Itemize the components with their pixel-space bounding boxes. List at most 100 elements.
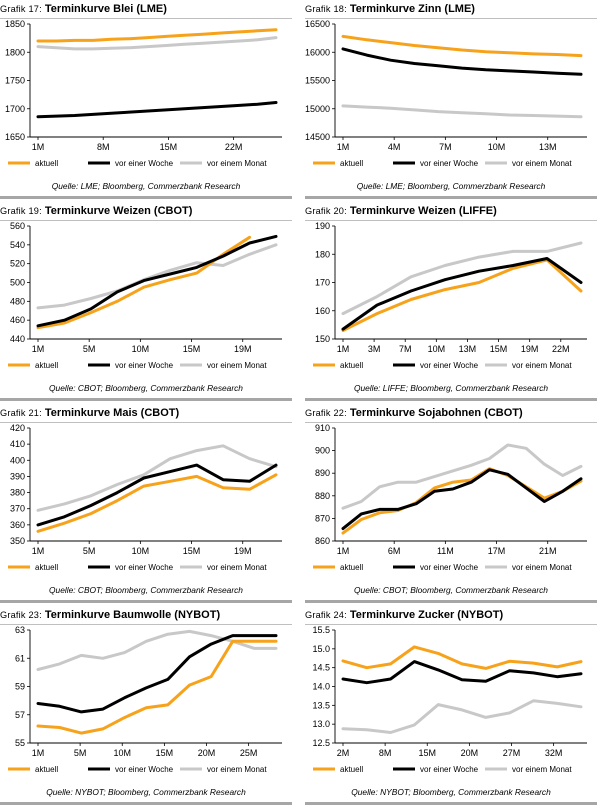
y-tick-label: 15000 (305, 104, 330, 114)
x-tick-label: 10M (488, 142, 506, 152)
legend-label: vor einem Monat (512, 361, 572, 370)
y-tick-label: 350 (10, 536, 25, 546)
series-line-2 (36, 444, 278, 512)
chart-name: Terminkurve Baumwolle (NYBOT) (44, 609, 221, 621)
chart-name: Terminkurve Mais (CBOT) (44, 407, 180, 419)
x-tick-label: 7M (439, 142, 452, 152)
panel-divider (305, 398, 597, 401)
panel-grafik-22: Grafik 22: Terminkurve Sojabohnen (CBOT)… (305, 406, 597, 606)
legend-label: vor einem Monat (512, 563, 572, 572)
series-line-0 (36, 28, 278, 43)
series-line-2 (341, 699, 583, 734)
y-tick-label: 170 (315, 278, 330, 288)
series-line-1 (341, 47, 583, 76)
y-tick-label: 13.5 (312, 700, 330, 710)
chart-title: Grafik 20: Terminkurve Weizen (LIFFE) (305, 204, 597, 221)
y-tick-label: 440 (10, 334, 25, 344)
y-tick-label: 360 (10, 520, 25, 530)
line-chart: 12.5 13.0 13.5 14.0 14.5 15.0 15.5 2M 8M 15M 20M 27… (312, 625, 587, 774)
series-line-0 (36, 639, 278, 735)
y-tick-label: 380 (10, 488, 25, 498)
panel-grafik-23: Grafik 23: Terminkurve Baumwolle (NYBOT)… (0, 608, 292, 808)
y-tick-label: 890 (315, 468, 330, 478)
x-tick-label: 11M (437, 546, 454, 556)
x-tick-label: 1M (337, 546, 350, 556)
x-tick-label: 10M (132, 546, 150, 556)
y-tick-label: 500 (10, 278, 25, 288)
chart-name: Terminkurve Weizen (CBOT) (44, 205, 193, 217)
x-tick-label: 15M (160, 142, 178, 152)
y-tick-label: 61 (15, 653, 25, 663)
legend-label: aktuell (35, 765, 58, 774)
x-tick-label: 1M (337, 142, 350, 152)
x-tick-label: 19M (234, 546, 252, 556)
x-tick-label: 27M (503, 748, 521, 758)
series-line-0 (341, 34, 583, 58)
panel-grafik-17: Grafik 17: Terminkurve Blei (LME) 1650 170… (0, 2, 292, 202)
panel-divider (0, 802, 292, 805)
series-line-2 (341, 241, 583, 316)
series-line-1 (36, 234, 278, 328)
x-tick-label: 5M (83, 344, 96, 354)
x-tick-label: 4M (388, 142, 401, 152)
chart-name: Terminkurve Sojabohnen (CBOT) (349, 407, 523, 419)
chart-title: Grafik 23: Terminkurve Baumwolle (NYBOT) (0, 608, 292, 625)
panel-grafik-18: Grafik 18: Terminkurve Zinn (LME) 14500 15… (305, 2, 597, 202)
x-tick-label: 10M (113, 748, 131, 758)
line-chart: 860 870 880 890 900 910 1M 6M 11M 17M 21M aktuell vo… (313, 423, 587, 572)
chart-source: Quelle: LIFFE; Bloomberg, Commerzbank Re… (353, 383, 549, 393)
panel-divider (0, 196, 292, 199)
series-line-1 (341, 468, 583, 531)
x-tick-label: 25M (240, 748, 258, 758)
x-tick-label: 19M (234, 344, 252, 354)
y-tick-label: 520 (10, 259, 25, 269)
chart-name: Terminkurve Zinn (LME) (349, 3, 475, 15)
chart-title: Grafik 21: Terminkurve Mais (CBOT) (0, 406, 292, 423)
chart-title: Grafik 17: Terminkurve Blei (LME) (0, 2, 292, 19)
x-tick-label: 32M (545, 748, 563, 758)
panel-divider (0, 600, 292, 603)
legend-label: vor einer Woche (115, 361, 174, 370)
x-tick-label: 15M (183, 344, 201, 354)
x-tick-label: 7M (399, 344, 412, 354)
x-tick-label: 10M (132, 344, 150, 354)
panel-grafik-21: Grafik 21: Terminkurve Mais (CBOT) 350 360… (0, 406, 292, 606)
y-tick-label: 870 (315, 513, 330, 523)
x-tick-label: 1M (32, 546, 45, 556)
x-tick-label: 8M (97, 142, 110, 152)
chart-source: Quelle: NYBOT; Bloomberg, Commerzbank Re… (351, 787, 551, 797)
chart-number: Grafik 23: (0, 610, 42, 620)
x-tick-label: 8M (379, 748, 392, 758)
y-tick-label: 55 (15, 738, 25, 748)
y-tick-label: 540 (10, 240, 25, 250)
y-tick-label: 59 (15, 682, 25, 692)
x-tick-label: 22M (552, 344, 570, 354)
series-line-1 (341, 660, 583, 685)
series-line-2 (36, 629, 278, 671)
legend-label: vor einem Monat (207, 361, 267, 370)
series-line-1 (36, 101, 278, 119)
x-tick-label: 13M (459, 344, 477, 354)
legend-label: vor einer Woche (420, 159, 479, 168)
x-tick-label: 20M (198, 748, 216, 758)
y-tick-label: 1800 (5, 47, 25, 57)
legend-label: aktuell (340, 765, 363, 774)
legend-label: vor einem Monat (512, 159, 572, 168)
chart-source: Quelle: LME; Bloomberg, Commerzbank Rese… (356, 181, 546, 191)
series-line-0 (341, 467, 583, 535)
chart-number: Grafik 24: (305, 610, 347, 620)
legend-label: vor einem Monat (207, 563, 267, 572)
y-tick-label: 1700 (5, 104, 25, 114)
y-tick-label: 15.5 (312, 625, 330, 635)
chart-number: Grafik 20: (305, 206, 347, 216)
line-chart: 14500 15000 15500 16000 16500 1M 4M 7M 10M 13M akt… (305, 19, 587, 168)
y-tick-label: 910 (315, 423, 330, 433)
series-line-0 (36, 473, 278, 533)
legend-label: vor einer Woche (115, 159, 174, 168)
x-tick-label: 1M (337, 344, 350, 354)
y-tick-label: 12.5 (312, 738, 330, 748)
y-tick-label: 460 (10, 315, 25, 325)
x-tick-label: 2M (337, 748, 350, 758)
chart-name: Terminkurve Zucker (NYBOT) (349, 609, 504, 621)
y-tick-label: 390 (10, 471, 25, 481)
